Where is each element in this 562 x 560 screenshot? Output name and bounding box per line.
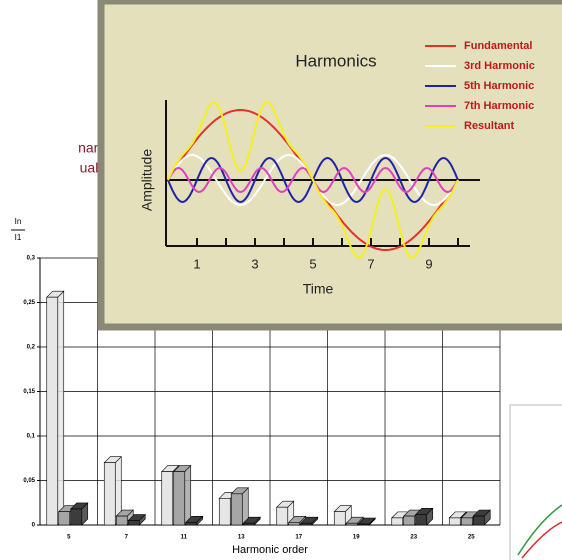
panel-tick-label: 1 <box>193 256 200 271</box>
bar <box>230 493 243 526</box>
legend-label: 3rd Harmonic <box>464 60 535 72</box>
bar <box>46 296 59 526</box>
x-tick-label: 13 <box>238 535 245 541</box>
bar <box>415 514 428 526</box>
text-fragment: ual- <box>80 160 104 176</box>
y-tick-label: 0,15 <box>23 389 35 395</box>
y-tick-label: 0 <box>32 523 36 529</box>
x-tick-label: 11 <box>181 535 188 541</box>
x-tick-label: 19 <box>353 535 360 541</box>
bar <box>345 522 358 526</box>
bar <box>70 508 83 526</box>
bar <box>185 522 198 526</box>
x-tick-label: 17 <box>295 535 302 541</box>
wave <box>167 101 459 259</box>
x-label: Harmonic order <box>232 544 308 556</box>
panel-tick-label: 9 <box>425 256 432 271</box>
bar <box>288 522 301 526</box>
legend-label: Resultant <box>464 120 514 132</box>
bar <box>391 517 404 526</box>
inset-curve <box>517 504 562 556</box>
text-fragment: nar- <box>78 140 103 156</box>
x-tick-label: 23 <box>410 535 417 541</box>
panel-x-label: Time <box>303 281 334 297</box>
bar-side <box>57 290 65 526</box>
panel-tick-label: 3 <box>251 256 258 271</box>
legend-label: 5th Harmonic <box>464 80 534 92</box>
bar <box>161 471 174 526</box>
x-tick-label: 5 <box>67 535 71 541</box>
panel-tick-label: 7 <box>367 256 374 271</box>
inset-frame <box>509 404 562 560</box>
bar <box>472 515 485 526</box>
y-label-numerator: In <box>15 217 22 226</box>
bar <box>242 522 255 526</box>
bar <box>300 522 313 526</box>
y-tick-label: 0,25 <box>23 300 35 306</box>
harmonics-panel: Harmonics Amplitude Time Fundamental 3rd … <box>97 0 562 331</box>
bar <box>460 517 473 526</box>
bar-side <box>184 464 192 526</box>
bar <box>115 515 128 526</box>
corner-inset <box>509 404 562 560</box>
bar <box>173 471 186 526</box>
legend-label: Fundamental <box>464 40 532 52</box>
x-tick-label: 25 <box>468 535 475 541</box>
inset-curve <box>521 521 562 559</box>
legend-label: 7th Harmonic <box>464 100 534 112</box>
bar <box>103 462 116 526</box>
bar-chart: In I1 Harmonic order 0 0,05 0,1 0,15 0,2 0,25… <box>11 217 501 556</box>
panel-y-label: Amplitude <box>139 149 155 211</box>
panel-title: Harmonics <box>295 51 376 70</box>
x-tick-label: 7 <box>125 535 129 541</box>
bar <box>127 520 140 526</box>
bar <box>333 511 346 526</box>
y-tick-label: 0,2 <box>27 345 36 351</box>
y-tick-label: 0,1 <box>27 434 36 440</box>
y-tick-label: 0,3 <box>27 256 36 262</box>
bar <box>276 506 289 526</box>
panel-tick-label: 5 <box>309 256 316 271</box>
bar <box>218 497 231 526</box>
bar <box>58 511 71 526</box>
bar <box>403 515 416 526</box>
bar <box>357 523 370 526</box>
y-tick-label: 0,05 <box>23 478 35 484</box>
y-label-denominator: I1 <box>15 233 22 242</box>
bar <box>448 517 461 526</box>
